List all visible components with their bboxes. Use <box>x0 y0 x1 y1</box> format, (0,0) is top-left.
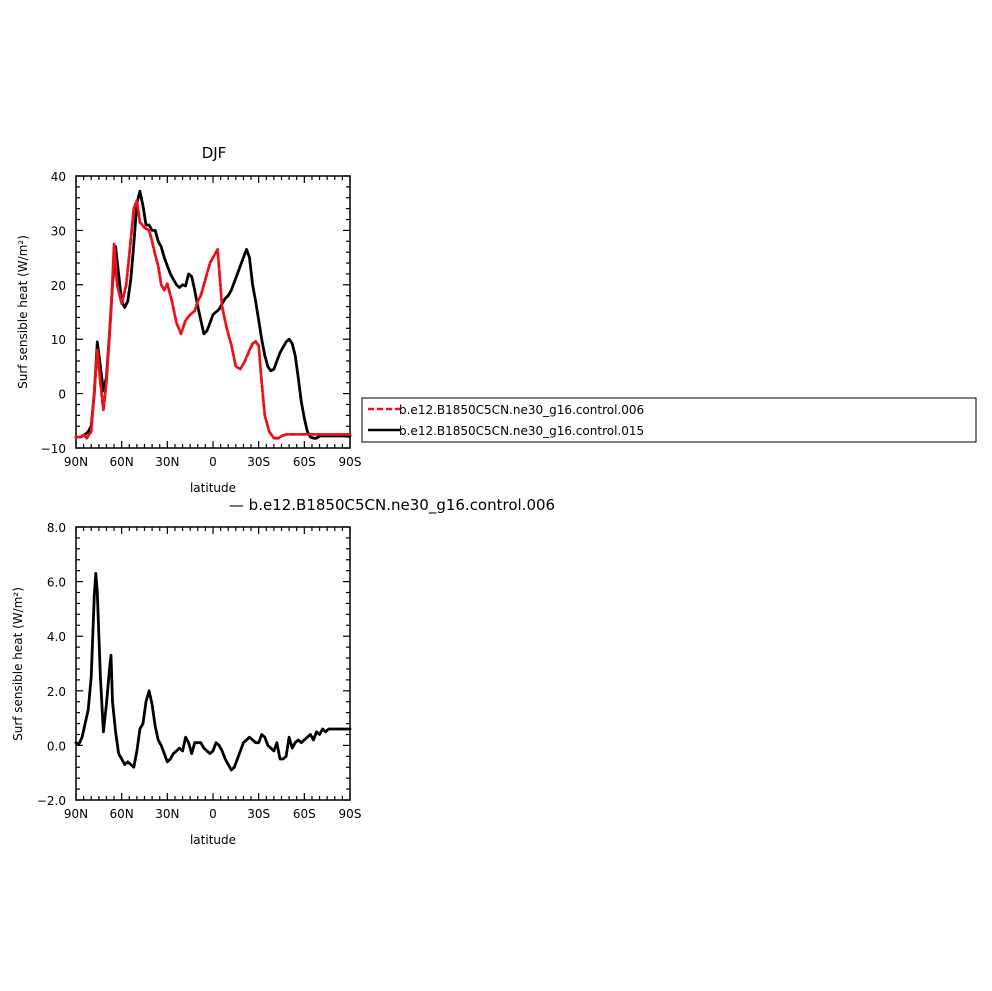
bottom-y-tick-label: 4.0 <box>47 630 66 644</box>
legend-label-control-006: b.e12.B1850C5CN.ne30_g16.control.006 <box>399 403 644 417</box>
bottom-y-axis-label: Surf sensible heat (W/m²) <box>11 587 25 741</box>
top-y-tick-label: −10 <box>41 442 66 456</box>
top-y-tick-label: 20 <box>51 279 66 293</box>
top-series-line-1 <box>74 189 352 440</box>
top-x-tick-label: 30N <box>155 455 179 469</box>
bottom-y-tick-label: 8.0 <box>47 521 66 535</box>
bottom-x-tick-label: 0 <box>209 807 217 821</box>
bottom-plot-area: 90N 60N 30N 0 30S 60S 90S −2.0 0.0 2.0 4.0 6.0 8.0 <box>37 521 362 821</box>
top-x-tick-label: 60N <box>110 455 134 469</box>
top-plot-frame <box>75 175 351 449</box>
bottom-x-tick-label: 30S <box>247 807 270 821</box>
top-chart-title: DJF <box>202 144 227 162</box>
top-y-tick-label: 10 <box>51 333 66 347</box>
top-y-tick-label: 30 <box>51 224 66 238</box>
bottom-y-tick-label: −2.0 <box>37 794 66 808</box>
top-x-tick-label: 0 <box>209 455 217 469</box>
top-series-line-0 <box>74 199 352 440</box>
top-y-axis-label: Surf sensible heat (W/m²) <box>16 235 30 389</box>
chart-top: DJF Surf sensible heat (W/m²) latitude 9… <box>16 144 361 495</box>
bottom-y-tick-label: 2.0 <box>47 685 66 699</box>
top-plot-area: 90N 60N 30N 0 30S 60S 90S −10 0 10 20 30 40 <box>41 170 362 469</box>
bottom-y-tick-label: 0.0 <box>47 739 66 753</box>
chart-bottom: — b.e12.B1850C5CN.ne30_g16.control.006 S… <box>11 496 555 847</box>
bottom-x-tick-label: 90S <box>339 807 362 821</box>
top-x-tick-label: 60S <box>293 455 316 469</box>
bottom-y-tick-label: 6.0 <box>47 576 66 590</box>
top-x-tick-label: 90S <box>339 455 362 469</box>
bottom-x-tick-label: 60S <box>293 807 316 821</box>
legend-label-control-015: b.e12.B1850C5CN.ne30_g16.control.015 <box>399 424 644 438</box>
top-x-axis-label: latitude <box>190 481 236 495</box>
legend-box <box>361 397 977 443</box>
legend: b.e12.B1850C5CN.ne30_g16.control.006 b.e… <box>361 397 977 443</box>
bottom-series-line-0 <box>74 572 352 772</box>
bottom-x-tick-label: 90N <box>64 807 88 821</box>
top-x-tick-label: 30S <box>247 455 270 469</box>
bottom-x-tick-label: 30N <box>155 807 179 821</box>
top-y-tick-label: 40 <box>51 170 66 184</box>
top-x-tick-label: 90N <box>64 455 88 469</box>
bottom-x-axis-label: latitude <box>190 833 236 847</box>
top-y-tick-label: 0 <box>58 388 66 402</box>
bottom-plot-frame <box>75 526 351 801</box>
bottom-x-tick-label: 60N <box>110 807 134 821</box>
bottom-chart-title: — b.e12.B1850C5CN.ne30_g16.control.006 <box>229 496 555 515</box>
